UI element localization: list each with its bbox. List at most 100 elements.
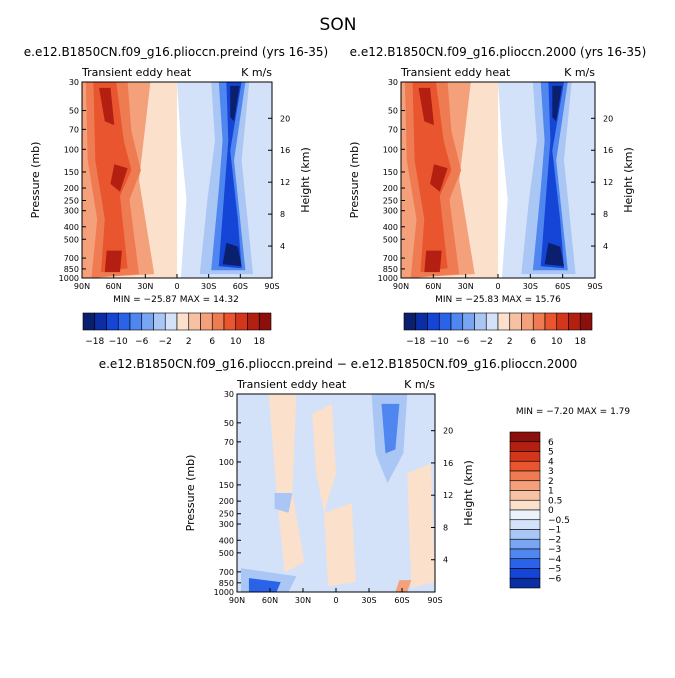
- right-axis-label: Height (km): [622, 147, 635, 213]
- contour-region: [544, 242, 564, 267]
- colorbar-swatch: [544, 312, 558, 331]
- colorbar-swatch: [509, 519, 541, 530]
- y-tick-label: 30: [224, 390, 234, 399]
- y-tick-label: 300: [64, 207, 79, 216]
- x-tick-label: 90S: [264, 282, 279, 291]
- right-tick-label: 8: [280, 210, 285, 219]
- contour-region: [407, 463, 435, 588]
- x-tick-label: 30N: [295, 596, 311, 605]
- colorbar-label: 3: [548, 467, 554, 477]
- contour-region: [312, 403, 336, 513]
- y-tick-label: 250: [383, 197, 398, 206]
- contour-region: [268, 394, 305, 573]
- y-tick-label: 700: [219, 568, 234, 577]
- colorbar-label: −10: [430, 337, 449, 347]
- y-tick-label: 200: [64, 184, 79, 193]
- colorbar-swatch: [94, 312, 107, 331]
- y-tick-label: 500: [383, 235, 398, 244]
- y-tick-label: 200: [383, 184, 398, 193]
- y-tick-label: 200: [219, 497, 234, 506]
- colorbar-label: −1: [548, 526, 561, 536]
- x-tick-label: 30N: [137, 282, 153, 291]
- panel-units: K m/s: [241, 66, 272, 79]
- y-tick-label: 500: [64, 235, 79, 244]
- colorbar-swatch: [223, 312, 237, 331]
- colorbar-swatch: [579, 312, 593, 331]
- y-tick-label: 100: [219, 458, 234, 467]
- colorbar-swatch: [556, 312, 569, 331]
- colorbar-label: 2: [186, 337, 192, 347]
- colorbar-label: −6: [548, 574, 562, 584]
- chart-panel-2: e.e12.B1850CN.f09_g16.plioccn.2000 (yrs …: [348, 45, 646, 347]
- colorbar-label: 0: [548, 506, 554, 516]
- right-tick-label: 4: [603, 242, 608, 251]
- colorbar-label: −5: [548, 565, 561, 575]
- right-tick-label: 12: [603, 178, 613, 187]
- colorbar-label: 10: [230, 337, 242, 347]
- y-axis-label: Pressure (mb): [29, 142, 42, 219]
- right-tick-label: 8: [443, 523, 448, 532]
- colorbar-label: 0.5: [548, 496, 562, 506]
- colorbar-swatch: [485, 312, 499, 331]
- colorbar-swatch: [509, 538, 541, 550]
- right-tick-label: 16: [603, 146, 613, 155]
- y-tick-label: 250: [64, 197, 79, 206]
- colorbar-label: −4: [548, 555, 562, 565]
- right-tick-label: 20: [603, 114, 613, 123]
- x-tick-label: 30S: [523, 282, 538, 291]
- colorbar-swatch: [509, 470, 541, 482]
- y-axis-label: Pressure (mb): [184, 455, 197, 532]
- colorbar-swatch: [415, 312, 428, 331]
- y-tick-label: 1000: [214, 588, 234, 597]
- colorbar-swatch: [497, 312, 511, 331]
- contour-region: [274, 493, 293, 513]
- x-tick-label: 60S: [394, 596, 409, 605]
- y-tick-label: 400: [383, 223, 398, 232]
- y-tick-label: 1000: [59, 274, 79, 283]
- colorbar-swatch: [188, 312, 201, 331]
- contour-region: [248, 578, 281, 592]
- y-tick-label: 850: [219, 579, 234, 588]
- contour-region: [218, 82, 242, 269]
- right-tick-label: 16: [280, 146, 290, 155]
- colorbar-swatch: [106, 312, 119, 331]
- y-axis-label: Pressure (mb): [348, 142, 361, 219]
- min-max-text: MIN = −25.83 MAX = 15.76: [435, 295, 561, 305]
- colorbar-swatch: [141, 312, 154, 331]
- colorbar-label: −10: [109, 337, 128, 347]
- min-max-text: MIN = −7.20 MAX = 1.79: [516, 407, 631, 417]
- colorbar-swatch: [509, 499, 541, 511]
- colorbar-swatch: [568, 312, 581, 331]
- colorbar-swatch: [521, 312, 534, 331]
- x-tick-label: 0: [495, 282, 500, 291]
- colorbar-label: −3: [548, 545, 561, 555]
- colorbar-label: 5: [548, 448, 554, 458]
- colorbar-swatch: [82, 312, 96, 331]
- y-tick-label: 70: [224, 438, 234, 447]
- y-tick-label: 850: [383, 265, 398, 274]
- y-tick-label: 250: [219, 510, 234, 519]
- contour-region: [230, 85, 240, 122]
- chart-panel-1: e.e12.B1850CN.f09_g16.plioccn.preind (yr…: [24, 45, 328, 347]
- colorbar-swatch: [258, 312, 272, 331]
- colorbar-swatch: [129, 312, 143, 331]
- panel-left-string: Transient eddy heat: [81, 66, 192, 79]
- panel-left-string: Transient eddy heat: [236, 378, 347, 391]
- season-title: SON: [320, 15, 357, 35]
- contour-region: [540, 82, 564, 269]
- colorbar-label: −2: [548, 535, 561, 545]
- y-tick-label: 150: [383, 168, 398, 177]
- panel-units: K m/s: [404, 378, 435, 391]
- y-tick-label: 300: [219, 520, 234, 529]
- y-tick-label: 70: [388, 125, 398, 134]
- colorbar: −18 −10 −6 −2 2 6 10 18: [403, 312, 593, 347]
- y-tick-label: 100: [64, 145, 79, 154]
- colorbar-swatch: [450, 312, 464, 331]
- x-tick-label: 90S: [587, 282, 602, 291]
- chart-panel-3: e.e12.B1850CN.f09_g16.plioccn.preind − e…: [99, 357, 631, 605]
- contour-region: [395, 580, 412, 592]
- y-tick-label: 500: [219, 549, 234, 558]
- panel-left-string: Transient eddy heat: [400, 66, 511, 79]
- colorbar-swatch: [509, 490, 541, 501]
- y-tick-label: 30: [69, 78, 79, 87]
